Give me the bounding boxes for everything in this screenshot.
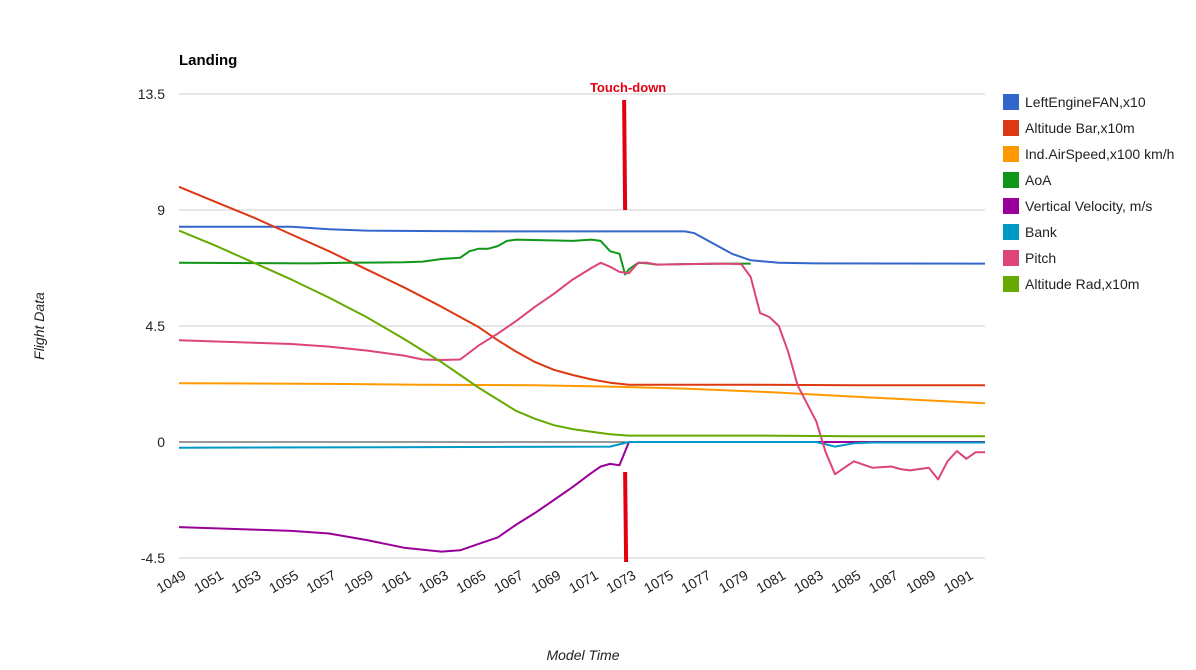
series-line xyxy=(179,225,986,265)
x-tick-label: 1075 xyxy=(641,567,676,597)
series-line xyxy=(178,261,985,481)
x-tick-label: 1087 xyxy=(866,567,901,597)
x-tick-label: 1073 xyxy=(603,567,638,597)
legend-label: Ind.AirSpeed,x100 km/h xyxy=(1025,146,1174,162)
x-axis-title: Model Time xyxy=(546,647,619,663)
series-line xyxy=(178,229,985,438)
legend-label: LeftEngineFAN,x10 xyxy=(1025,94,1146,110)
y-axis-title: Flight Data xyxy=(31,292,47,360)
x-tick-label: 1067 xyxy=(491,567,526,597)
legend-swatch xyxy=(1003,250,1019,266)
x-tick-label: 1049 xyxy=(154,567,189,597)
x-axis-ticks: 1049 1051 1053 1055 1057 1059 1061 1063 1065 1067… xyxy=(154,567,976,597)
legend-label: Pitch xyxy=(1025,250,1056,266)
x-tick-label: 1057 xyxy=(303,567,338,597)
series-line xyxy=(178,185,985,387)
series-line xyxy=(178,238,751,276)
x-tick-label: 1053 xyxy=(228,567,263,597)
y-tick-label: 4.5 xyxy=(146,318,166,334)
legend-swatch xyxy=(1003,276,1019,292)
x-tick-label: 1091 xyxy=(941,567,976,597)
x-tick-label: 1069 xyxy=(528,567,563,597)
legend-swatch xyxy=(1003,224,1019,240)
legend-label: AoA xyxy=(1025,172,1052,188)
y-tick-label: 0 xyxy=(157,434,165,450)
grid xyxy=(179,93,985,559)
legend-swatch xyxy=(1003,198,1019,214)
legend-swatch xyxy=(1003,120,1019,136)
legend-label: Altitude Bar,x10m xyxy=(1025,120,1135,136)
legend-swatch xyxy=(1003,94,1019,110)
legend-label: Bank xyxy=(1025,224,1058,240)
touch-down-annotation: Touch-down xyxy=(590,80,666,563)
y-tick-label: 13.5 xyxy=(138,86,165,102)
x-tick-label: 1089 xyxy=(903,567,938,597)
series-line xyxy=(178,441,985,449)
y-axis-ticks: 13.5 9 4.5 0 -4.5 xyxy=(138,86,165,566)
x-tick-label: 1071 xyxy=(566,567,601,597)
series-lines xyxy=(178,185,986,553)
touch-down-label: Touch-down xyxy=(590,80,666,95)
x-tick-label: 1061 xyxy=(378,567,413,597)
x-tick-label: 1065 xyxy=(453,567,488,597)
x-tick-label: 1055 xyxy=(266,567,301,597)
touch-down-marker-top xyxy=(622,99,628,211)
legend-swatch xyxy=(1003,172,1019,188)
y-tick-label: 9 xyxy=(157,202,165,218)
x-tick-label: 1059 xyxy=(341,567,376,597)
x-tick-label: 1079 xyxy=(716,567,751,597)
series-line xyxy=(178,382,986,405)
legend-label: Altitude Rad,x10m xyxy=(1025,276,1139,292)
chart-title: Landing xyxy=(179,52,237,69)
x-tick-label: 1077 xyxy=(678,567,713,597)
y-tick-label: -4.5 xyxy=(141,550,165,566)
legend: LeftEngineFAN,x10 Altitude Bar,x10m Ind.Ai… xyxy=(1003,94,1174,292)
x-tick-label: 1083 xyxy=(791,567,826,597)
x-tick-label: 1051 xyxy=(191,567,226,597)
series-line xyxy=(178,441,985,553)
legend-label: Vertical Velocity, m/s xyxy=(1025,198,1152,214)
x-tick-label: 1063 xyxy=(416,567,451,597)
x-tick-label: 1085 xyxy=(828,567,863,597)
legend-swatch xyxy=(1003,146,1019,162)
touch-down-marker-bottom xyxy=(623,471,629,563)
x-tick-label: 1081 xyxy=(753,567,788,597)
